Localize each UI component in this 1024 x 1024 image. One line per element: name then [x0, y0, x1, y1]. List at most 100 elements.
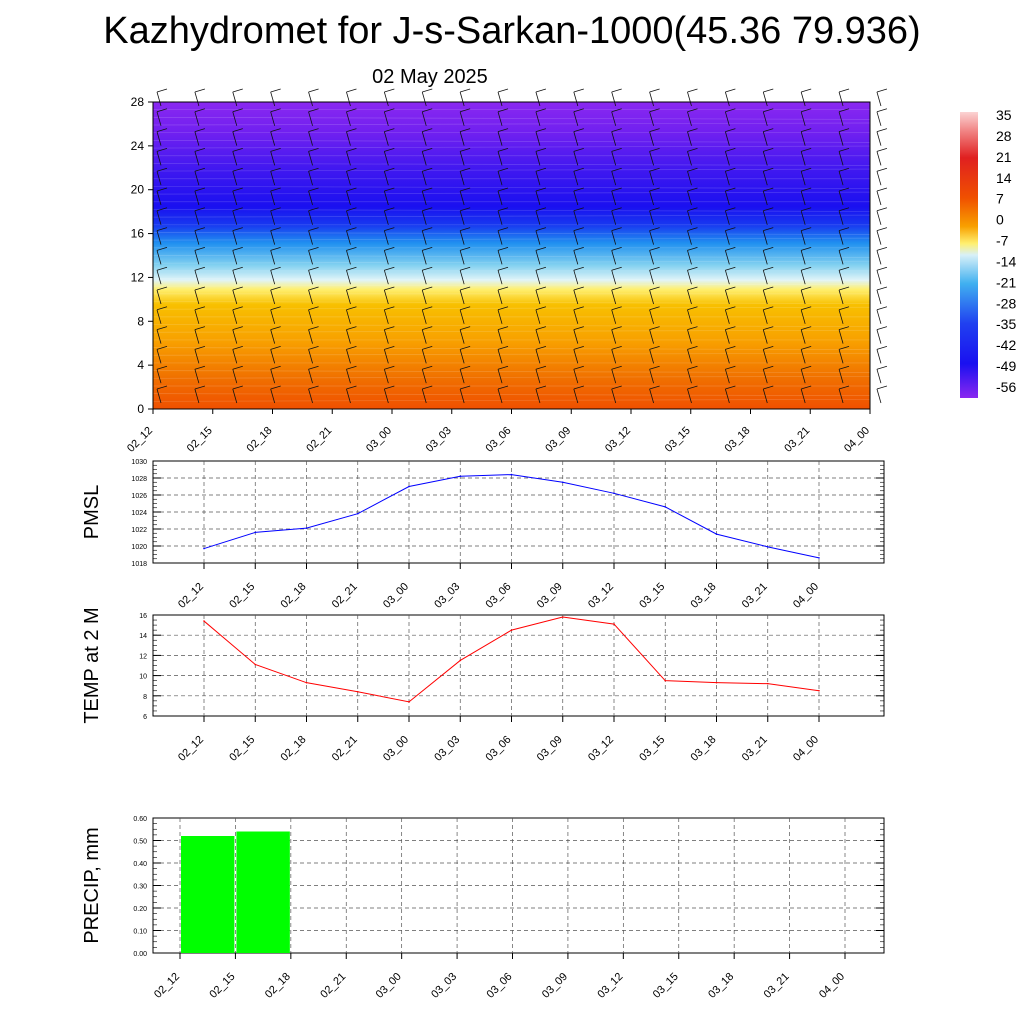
wind-barb	[270, 365, 281, 384]
wind-barb	[194, 148, 206, 166]
wind-barb	[649, 187, 660, 206]
wind-barb	[876, 167, 888, 186]
y-tick-label: 0.10	[133, 929, 147, 936]
wind-barb	[156, 326, 168, 344]
x-tick-label: 03_21	[762, 971, 792, 1001]
x-tick-label: 03_12	[586, 734, 616, 764]
wind-barb	[383, 326, 395, 344]
wind-barb	[346, 128, 357, 146]
colorbar-label: -42	[996, 337, 1016, 353]
contour-line	[152, 145, 871, 149]
x-tick-label: 03_00	[381, 581, 411, 611]
wind-barb	[194, 207, 206, 225]
contour-line	[152, 278, 871, 281]
wind-barb	[270, 167, 281, 186]
wind-barb	[838, 326, 850, 344]
y-tick-label: 16	[139, 613, 147, 620]
wind-barb	[346, 365, 357, 384]
wind-barb	[459, 326, 471, 344]
wind-barb	[611, 148, 622, 166]
wind-barb	[800, 227, 812, 245]
wind-barb	[724, 286, 736, 305]
wind-barb	[308, 326, 319, 344]
wind-barb	[270, 247, 281, 265]
y-tick-label: 10	[139, 674, 147, 681]
colorbar-gradient	[960, 112, 978, 398]
wind-barb	[156, 148, 168, 166]
wind-barb	[724, 365, 736, 384]
chart-date: 02 May 2025	[372, 66, 488, 88]
wind-barb	[573, 108, 584, 126]
wind-barb	[876, 207, 888, 225]
wind-barb	[573, 346, 584, 364]
data-point	[818, 557, 820, 559]
x-tick-label: 02_12	[125, 425, 155, 455]
data-point	[818, 689, 820, 692]
wind-barb	[497, 148, 509, 166]
wind-barb	[232, 108, 243, 126]
y-axis-title: PMSL	[81, 485, 103, 539]
contour-line	[152, 375, 871, 379]
wind-barb	[535, 286, 547, 305]
colorbar-label: -14	[996, 253, 1016, 269]
wind-barb	[156, 365, 168, 384]
wind-barb	[611, 266, 622, 285]
x-tick-label: 03_00	[364, 425, 394, 455]
wind-barb	[687, 385, 698, 404]
wind-barb	[762, 247, 774, 265]
wind-barb	[308, 108, 319, 126]
wind-barb	[687, 88, 698, 107]
wind-barb	[876, 266, 888, 285]
wind-barb	[156, 88, 168, 107]
wind-barb	[421, 306, 433, 324]
y-tick-label: 28	[131, 95, 145, 109]
wind-barb	[459, 385, 471, 404]
y-tick-label: 14	[139, 633, 147, 640]
pmsl-chart: 1018 1020 1022 1024 1026 1028 1030 02_12 02_15 02…	[81, 459, 885, 611]
wind-barb	[687, 108, 698, 126]
wind-barb	[421, 266, 433, 285]
wind-barb	[346, 247, 357, 265]
wind-barb	[611, 108, 622, 126]
wind-barb	[194, 227, 206, 245]
wind-barb	[308, 207, 319, 225]
contour-line	[152, 329, 871, 333]
wind-barb	[232, 227, 243, 245]
contour-line	[152, 283, 871, 287]
wind-barb	[611, 128, 622, 146]
wind-barb	[270, 148, 281, 166]
wind-barb	[308, 306, 319, 324]
wind-barb	[497, 326, 509, 344]
precip-chart: 0.00 0.10 0.20 0.30 0.40 0.50 0.60 02_12 02_15 02…	[81, 816, 885, 1001]
wind-barb	[383, 108, 395, 126]
wind-barb	[649, 346, 660, 364]
y-tick-label: 24	[131, 139, 145, 153]
wind-barb	[232, 365, 243, 384]
wind-barb	[421, 385, 433, 404]
wind-barb	[876, 108, 888, 126]
wind-barb	[270, 128, 281, 146]
y-tick-label: 4	[137, 358, 144, 372]
wind-barb	[724, 346, 736, 364]
wind-barb	[346, 227, 357, 245]
wind-barb	[459, 227, 471, 245]
colorbar-label: 0	[996, 212, 1004, 228]
wind-barb	[232, 88, 243, 107]
wind-barb	[611, 346, 622, 364]
x-tick-label: 02_15	[227, 734, 257, 764]
wind-barb	[308, 227, 319, 245]
wind-barb	[800, 286, 812, 305]
wind-barb	[156, 227, 168, 245]
wind-barb	[497, 306, 509, 324]
wind-barb	[762, 167, 774, 186]
y-tick-label: 1022	[131, 527, 147, 534]
y-tick-label: 0.30	[133, 884, 147, 891]
x-tick-label: 02_21	[330, 734, 360, 764]
x-tick-label: 03_18	[706, 971, 736, 1001]
wind-barb	[497, 128, 509, 146]
wind-barb	[535, 266, 547, 285]
wind-barb	[762, 286, 774, 305]
wind-barb	[876, 326, 888, 344]
wind-barb	[346, 385, 357, 404]
